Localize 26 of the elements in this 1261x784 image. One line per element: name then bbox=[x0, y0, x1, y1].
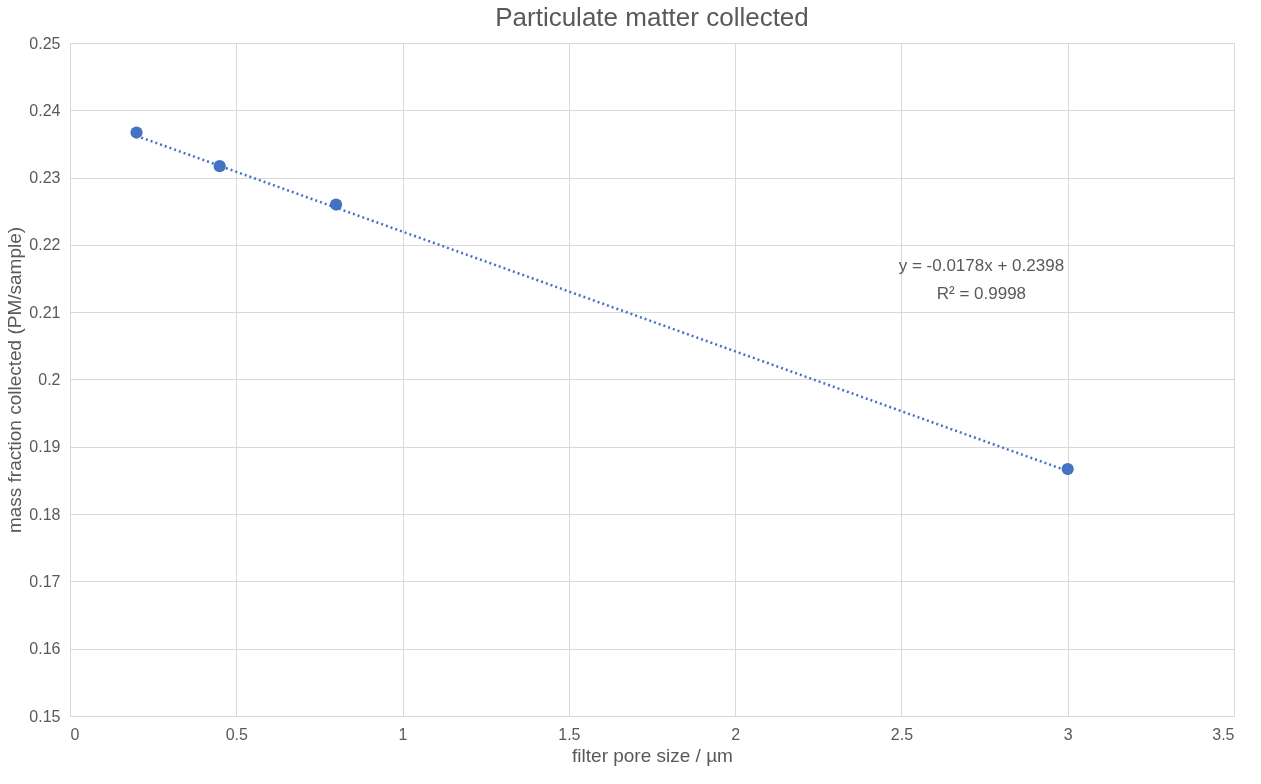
point bbox=[130, 126, 143, 139]
y-tick-label: 0.24 bbox=[29, 101, 61, 119]
y-tick-label: 0.18 bbox=[29, 505, 61, 523]
y-tick-label: 0.15 bbox=[29, 707, 61, 725]
y-axis-title: mass fraction collected (PM/sample) bbox=[4, 226, 26, 534]
x-tick-label: 2.5 bbox=[890, 725, 914, 743]
y-tick-label: 0.25 bbox=[29, 34, 61, 52]
y-tick-label: 0.23 bbox=[29, 169, 61, 187]
y-tick-label: 0.17 bbox=[29, 572, 61, 590]
y-tick-label: 0.21 bbox=[29, 303, 61, 321]
annotation: y = -0.0178x + 0.2398 bbox=[898, 256, 1065, 276]
y-tick-label: 0.2 bbox=[38, 371, 61, 388]
x-axis-title: filter pore size / µm bbox=[572, 744, 733, 766]
chart-title: Particulate matter collected bbox=[495, 2, 809, 32]
y-tick-label: 0.16 bbox=[29, 640, 61, 658]
y-tick-label: 0.22 bbox=[29, 236, 61, 254]
y-tick-label: 0.19 bbox=[29, 438, 61, 456]
annotation: R² = 0.9998 bbox=[936, 284, 1027, 304]
x-tick-label: 2 bbox=[731, 725, 741, 743]
point bbox=[1061, 462, 1074, 476]
x-tick-label: 1.5 bbox=[558, 725, 581, 743]
x-tick-label: 1 bbox=[398, 725, 408, 743]
x-tick-label: 3.5 bbox=[1212, 725, 1235, 743]
x-tick-label: 0.5 bbox=[225, 725, 248, 743]
x-tick-label: 0 bbox=[70, 725, 80, 743]
x-tick-label: 3 bbox=[1063, 725, 1073, 743]
